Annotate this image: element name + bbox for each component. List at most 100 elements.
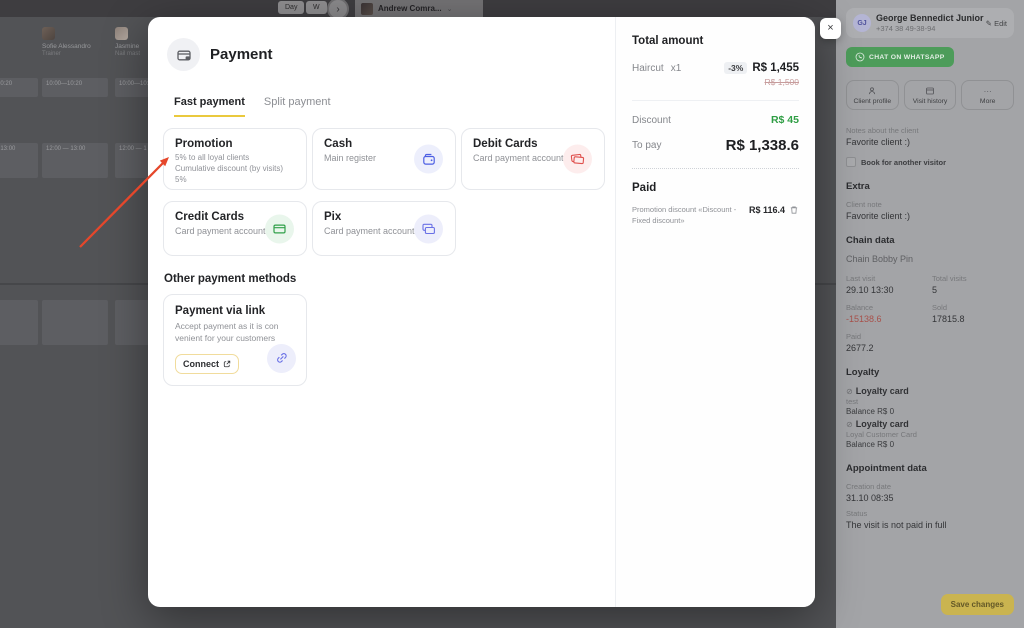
staff-name: Jasmine <box>115 43 140 50</box>
client-note-label: Client note <box>846 200 882 209</box>
summary-divider <box>632 100 799 101</box>
to-pay-row: To pay R$ 1,338.6 <box>632 137 799 154</box>
tab-fast-payment[interactable]: Fast payment <box>174 96 245 117</box>
method-card-promotion[interactable]: Promotion 5% to all loyal clients Cumula… <box>163 128 307 190</box>
appointment-data-header: Appointment data <box>846 463 927 474</box>
save-changes-button[interactable]: Save changes <box>940 594 1014 615</box>
client-note-value: Favorite client :) <box>846 211 911 221</box>
close-modal-button[interactable]: × <box>820 18 841 39</box>
last-visit-label: Last visit <box>846 274 876 283</box>
checkbox-label: Book for another visitor <box>861 157 947 167</box>
paid-label: Paid <box>846 332 862 341</box>
method-card-pix[interactable]: Pix Card payment account <box>312 201 456 256</box>
no-entry-icon: ⊘ <box>846 386 853 396</box>
staff-selector-label: Andrew Comra... <box>378 4 442 13</box>
more-button[interactable]: ··· More <box>961 80 1015 110</box>
trash-icon <box>790 206 798 214</box>
cash-wallet-icon <box>414 144 443 174</box>
paid-value: 2677.2 <box>846 343 874 353</box>
client-panel: GJ George Bennedict Junior +374 38 49-38… <box>836 0 1024 628</box>
notes-value: Favorite client :) <box>846 137 911 147</box>
item-price: R$ 1,455 <box>752 62 799 74</box>
calendar-column: Sofie Alessandro Trainer 10:00—10:20 12:… <box>42 17 110 345</box>
notes-label: Notes about the client <box>846 126 919 135</box>
balance-value: -15138.6 <box>846 314 882 324</box>
debit-cards-icon <box>563 144 592 174</box>
delete-payment-button[interactable] <box>789 205 799 215</box>
paid-entry-description: Promotion discount «Discount - Fixed dis… <box>632 205 737 225</box>
appointment-block[interactable] <box>0 300 38 345</box>
method-card-credit[interactable]: Credit Cards Card payment account <box>163 201 307 256</box>
client-name: George Bennedict Junior <box>876 13 984 23</box>
appointment-block[interactable]: 12:00 — 13:00 <box>42 143 108 178</box>
chain-name: Chain Bobby Pin <box>846 254 914 264</box>
sold-label: Sold <box>932 303 948 312</box>
paid-entry-amount: R$ 116.4 <box>748 205 785 215</box>
chain-data-header: Chain data <box>846 235 895 246</box>
to-pay-value: R$ 1,338.6 <box>725 137 799 154</box>
whatsapp-icon <box>855 52 865 62</box>
total-amount-header: Total amount <box>632 35 704 47</box>
discount-row: Discount R$ 45 <box>632 114 799 126</box>
item-old-price: R$ 1,500 <box>764 77 800 87</box>
item-name: Haircut <box>632 63 664 74</box>
method-card-debit[interactable]: Debit Cards Card payment account <box>461 128 605 190</box>
staff-column-header[interactable]: Sofie Alessandro Trainer <box>42 17 110 65</box>
payment-modal: Payment Fast payment Split payment Promo… <box>148 17 815 607</box>
staff-name: Sofie Alessandro <box>42 43 91 50</box>
loyalty-card: ⊘ Loyalty card test Balance R$ 0 <box>846 386 909 416</box>
appointment-block[interactable]: 10:00—10:20 <box>0 78 38 97</box>
payment-wallet-icon <box>167 38 200 71</box>
no-entry-icon: ⊘ <box>846 419 853 429</box>
client-header-card: GJ George Bennedict Junior +374 38 49-38… <box>846 8 1014 38</box>
payment-via-link-card[interactable]: Payment via link Accept payment as it is… <box>163 294 307 386</box>
appointment-block[interactable]: 12:00 — 13:00 <box>0 143 38 178</box>
visit-history-button[interactable]: Visit history <box>903 80 957 110</box>
close-icon: × <box>827 22 834 34</box>
appointment-block[interactable] <box>42 300 108 345</box>
whatsapp-chat-button[interactable]: CHAT ON WHATSAPP <box>846 47 954 67</box>
to-pay-label: To pay <box>632 140 662 151</box>
appointment-block[interactable]: 10:00—10:20 <box>42 78 108 97</box>
paid-entry-row: Promotion discount «Discount - Fixed dis… <box>632 205 799 227</box>
staff-column-header[interactable]: Jasmine Nail mast <box>115 17 183 65</box>
total-visits-value: 5 <box>932 285 938 295</box>
chevron-down-icon: ⌄ <box>446 5 453 13</box>
staff-photo <box>115 27 128 40</box>
book-another-visitor-row[interactable]: Book for another visitor <box>846 157 1014 167</box>
other-payment-methods-header: Other payment methods <box>164 273 297 285</box>
client-phone: +374 38 49-38-94 <box>876 24 936 33</box>
client-profile-button[interactable]: Client profile <box>846 80 899 110</box>
client-avatar: GJ <box>853 14 871 32</box>
link-icon <box>267 343 296 373</box>
loyalty-card: ⊘ Loyalty card Loyal Customer Card Balanc… <box>846 419 917 449</box>
staff-role: Trainer <box>42 51 61 57</box>
discount-percent-badge: -3% <box>724 62 748 74</box>
person-icon <box>848 86 897 96</box>
week-view-toggle[interactable]: W <box>306 1 327 14</box>
balance-label: Balance <box>846 303 874 312</box>
external-link-icon <box>223 360 231 367</box>
tab-split-payment[interactable]: Split payment <box>263 96 331 108</box>
checkbox[interactable] <box>846 157 856 167</box>
staff-role: Nail mast <box>115 51 141 57</box>
staff-selector[interactable]: Andrew Comra... ⌄ <box>355 0 483 17</box>
ellipsis-icon: ··· <box>983 86 992 96</box>
item-qty: x1 <box>670 63 682 74</box>
order-item-row: Haircut x1 -3% R$ 1,455 R$ 1,500 <box>632 62 799 87</box>
method-card-cash[interactable]: Cash Main register <box>312 128 456 190</box>
loyalty-header: Loyalty <box>846 367 880 378</box>
staff-photo <box>42 27 55 40</box>
status-value: The visit is not paid in full <box>846 520 947 530</box>
history-card-icon <box>906 86 955 96</box>
dashed-divider <box>632 168 799 169</box>
sold-value: 17815.8 <box>932 314 965 324</box>
order-summary-pane: Total amount Haircut x1 -3% R$ 1,455 R$ … <box>615 17 815 607</box>
creation-date-value: 31.10 08:35 <box>846 493 894 503</box>
creation-date-label: Creation date <box>846 482 892 491</box>
edit-client-button[interactable]: ✎ Edit <box>985 18 1007 28</box>
day-view-toggle[interactable]: Day <box>278 1 305 14</box>
paid-header: Paid <box>632 182 657 194</box>
discount-value: R$ 45 <box>770 114 799 126</box>
connect-button[interactable]: Connect <box>175 353 239 374</box>
